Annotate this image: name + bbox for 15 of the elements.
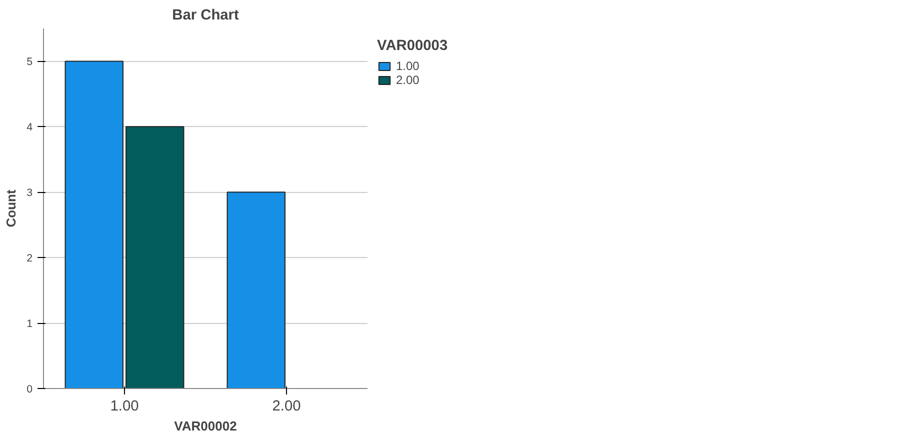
chart-title: Bar Chart (172, 8, 240, 24)
legend-title: VAR00003 (377, 38, 448, 54)
legend-label: 2.00 (396, 73, 420, 87)
y-tick-label: 5 (26, 56, 33, 68)
y-tick-label: 0 (26, 384, 33, 396)
y-tick-label: 2 (26, 252, 33, 265)
y-axis-title: Count (4, 189, 19, 228)
x-axis-title: VAR00002 (174, 418, 237, 434)
y-tick-label: 4 (26, 122, 33, 134)
bar (226, 192, 286, 388)
y-tick-label: 3 (26, 187, 33, 200)
y-tick-label: 1 (26, 318, 33, 330)
bar (64, 60, 124, 388)
bar (126, 126, 184, 388)
legend-label: 1.00 (396, 59, 420, 73)
